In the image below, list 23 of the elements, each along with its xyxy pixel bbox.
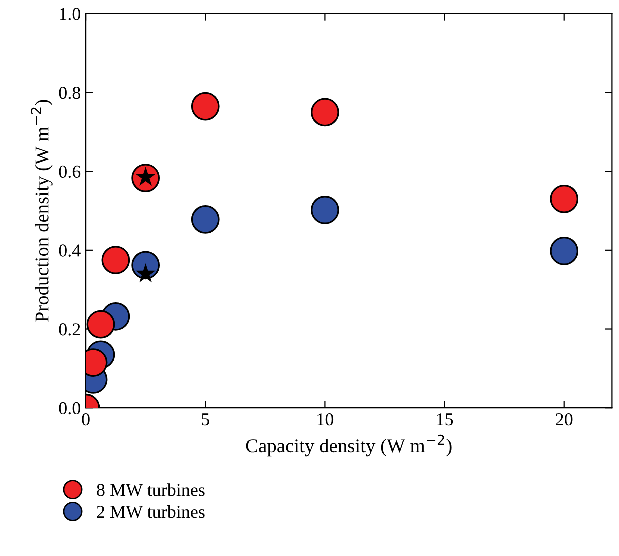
- x-axis-title: Capacity density (W m$^{−2}$): [246, 434, 452, 457]
- x-tick-label: 0: [82, 413, 90, 426]
- point: [86, 310, 116, 339]
- point: [311, 98, 340, 127]
- point: [311, 196, 340, 224]
- point: [550, 184, 579, 214]
- y-tick-label: 0.4: [59, 244, 81, 257]
- x-tick-label: 10: [318, 413, 334, 426]
- y-axis-title: Production density (W m$^{−2}$): [31, 100, 53, 322]
- x-tick-label: 15: [437, 414, 454, 426]
- legend-label: 8 MW turbines: [97, 484, 205, 496]
- point: [191, 205, 220, 234]
- x-tick-label: 5: [202, 414, 210, 426]
- y-tick-label: 1.0: [60, 8, 80, 20]
- point: [191, 92, 220, 121]
- y-tick-label: 0.8: [59, 87, 80, 100]
- y-tick-label: 0.6: [59, 166, 81, 178]
- y-tick-label: 0.2: [59, 324, 80, 336]
- y-tick-label: 0.0: [59, 402, 80, 415]
- legend-label: 2 MW turbines: [97, 505, 205, 518]
- x-tick-label: 20: [556, 413, 573, 426]
- point: [550, 237, 579, 266]
- point: [102, 246, 130, 274]
